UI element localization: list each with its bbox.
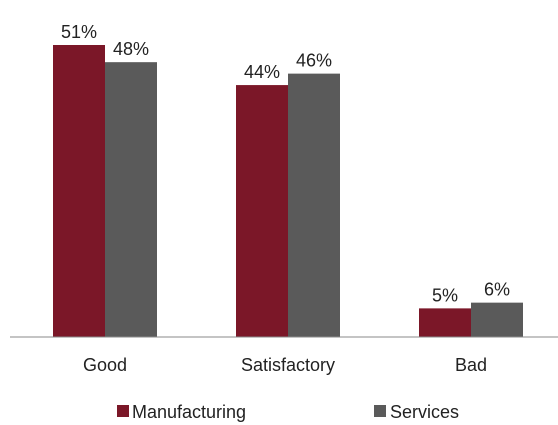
legend-label-manufacturing: Manufacturing — [132, 402, 246, 422]
bar-services-good — [105, 62, 157, 337]
bars-group — [53, 45, 523, 338]
bar-manufacturing-good — [53, 45, 105, 337]
data-label-services-good: 48% — [113, 39, 149, 59]
bar-services-bad — [471, 302, 523, 337]
bar-manufacturing-bad — [419, 308, 471, 337]
category-label-bad: Bad — [455, 355, 487, 375]
data-label-manufacturing-good: 51% — [61, 22, 97, 42]
legend-swatch-services — [374, 405, 386, 417]
legend-label-services: Services — [390, 402, 459, 422]
bar-services-satisfactory — [288, 73, 340, 338]
data-label-services-satisfactory: 46% — [296, 51, 332, 71]
category-labels-group: Good Satisfactory Bad — [83, 355, 487, 375]
bar-labels-group: 51% 48% 44% 46% 5% 6% — [61, 22, 510, 305]
category-label-satisfactory: Satisfactory — [241, 355, 335, 375]
legend-swatch-manufacturing — [117, 405, 129, 417]
bar-manufacturing-satisfactory — [236, 85, 288, 337]
legend: Manufacturing Services — [117, 402, 459, 422]
data-label-services-bad: 6% — [484, 280, 510, 300]
data-label-manufacturing-bad: 5% — [432, 285, 458, 305]
data-label-manufacturing-satisfactory: 44% — [244, 62, 280, 82]
category-label-good: Good — [83, 355, 127, 375]
